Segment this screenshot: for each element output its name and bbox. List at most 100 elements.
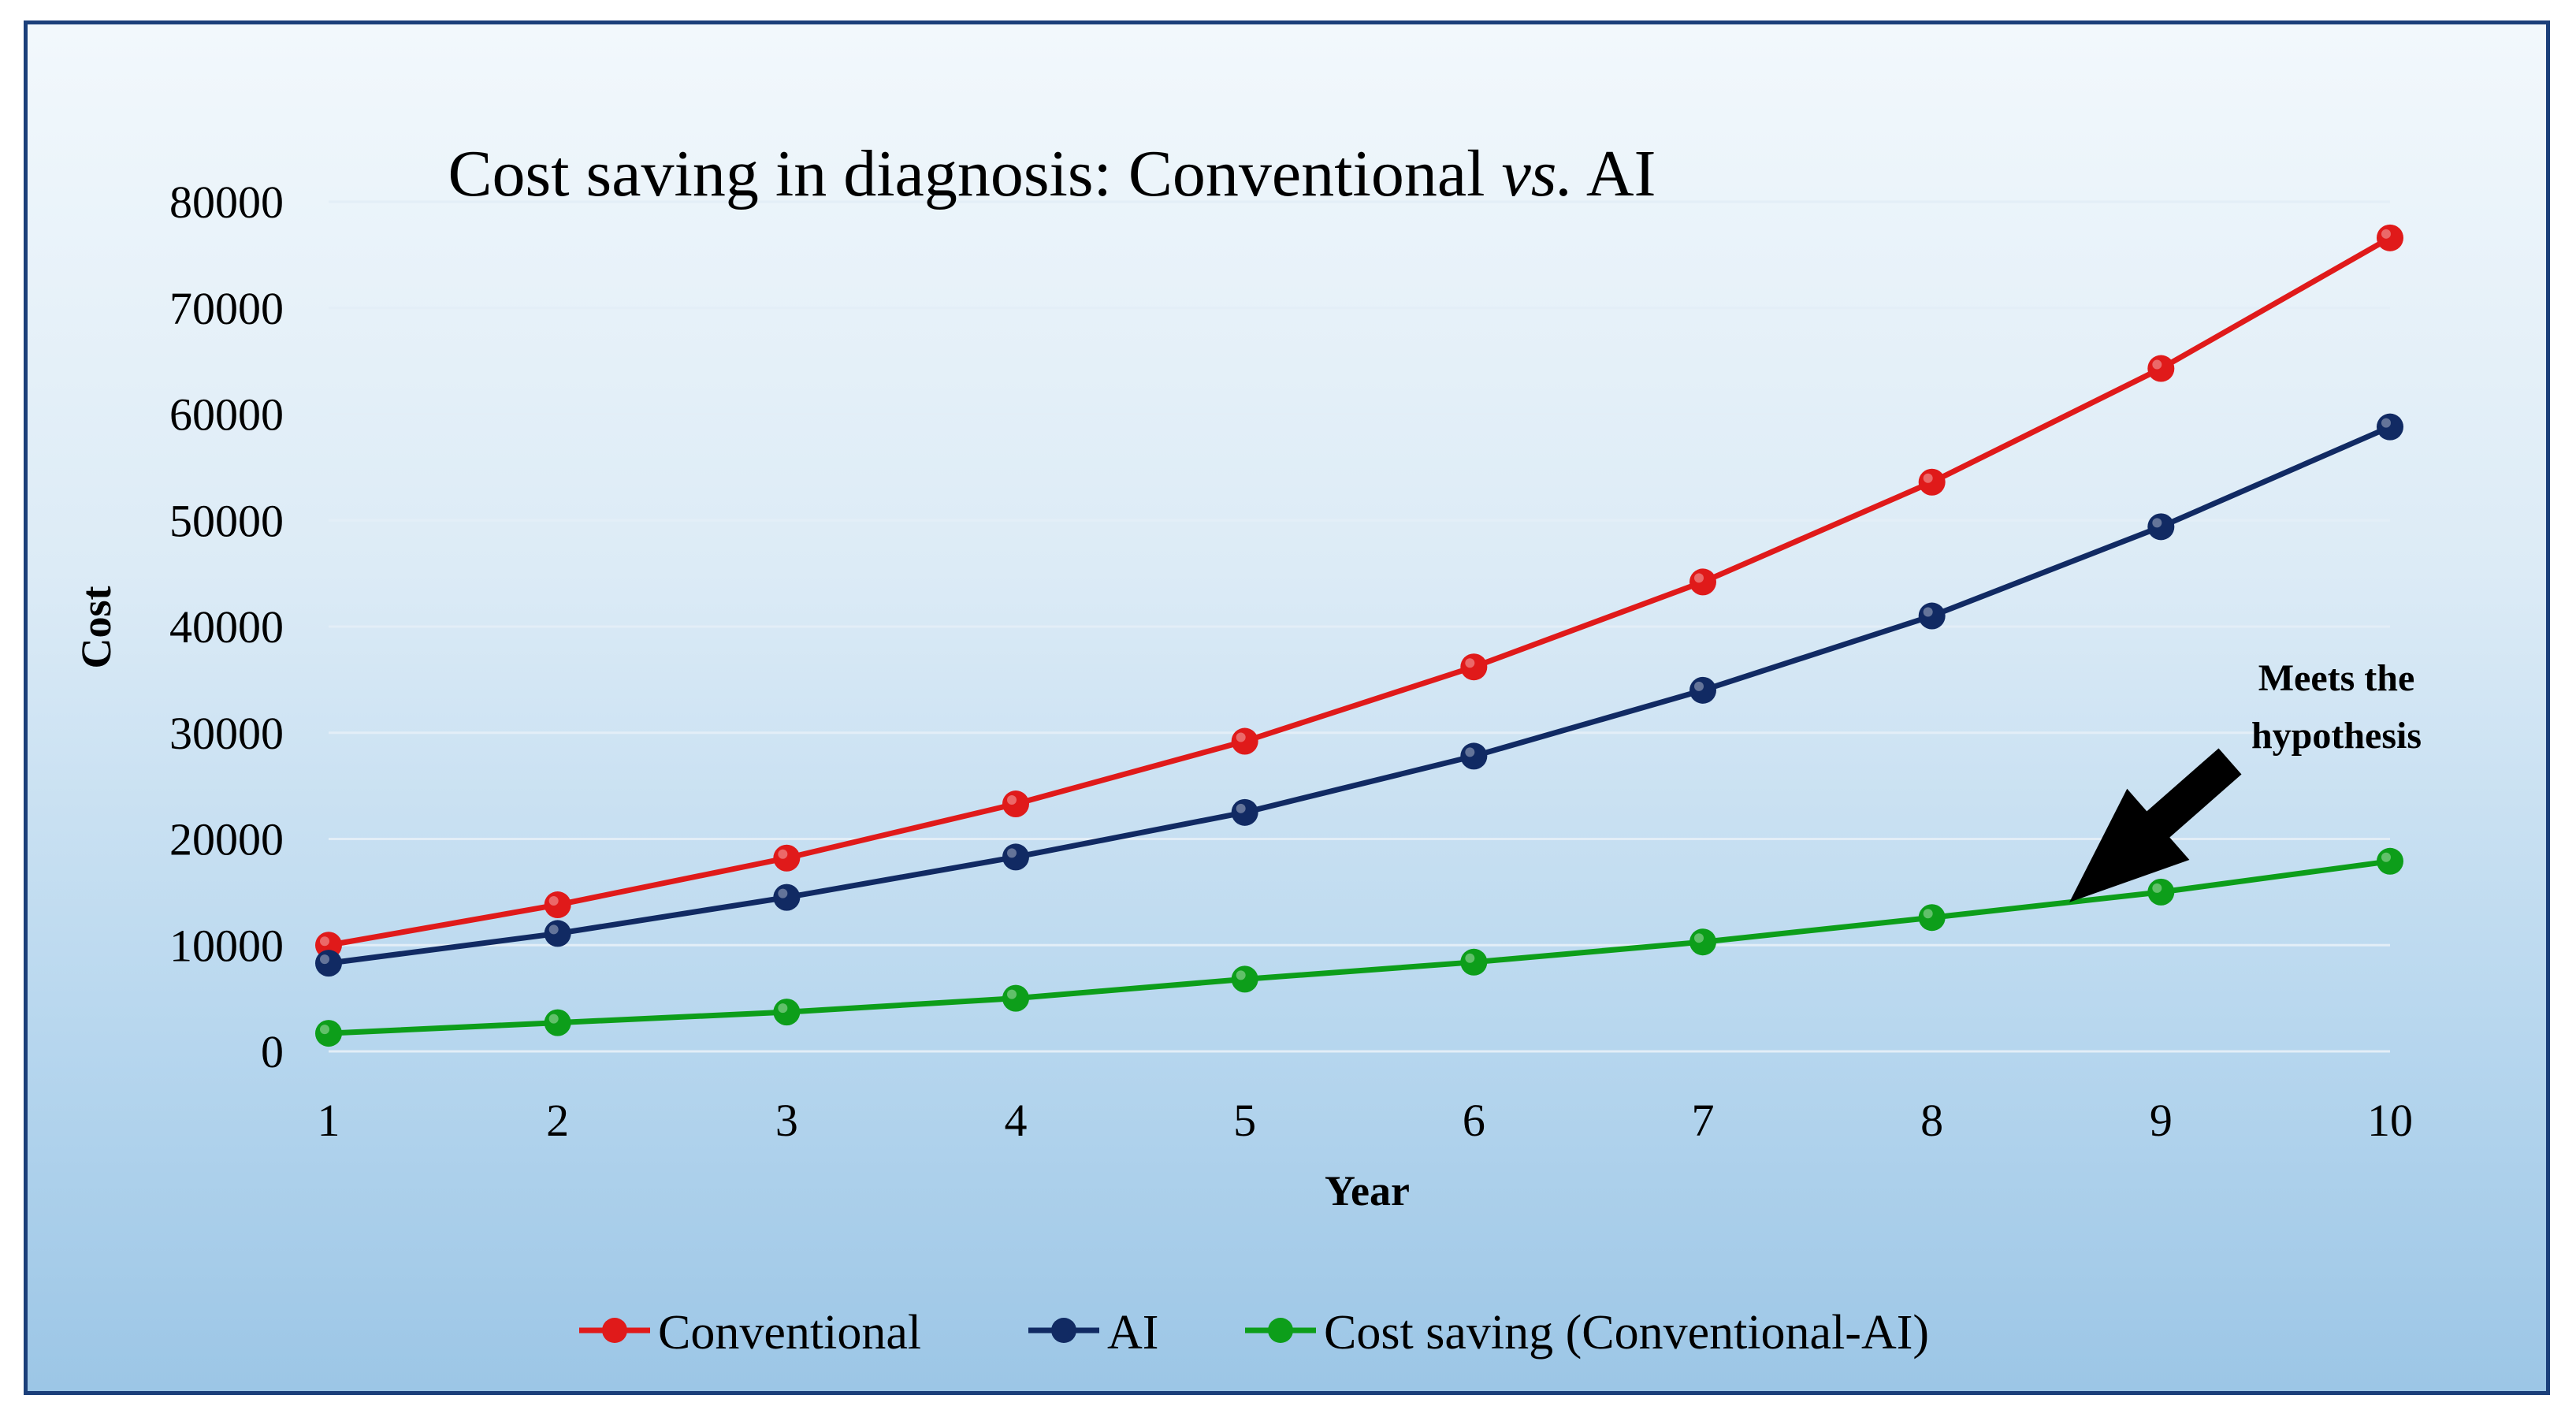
data-point-highlight	[320, 954, 329, 965]
data-point-highlight	[2152, 883, 2162, 893]
data-point	[1689, 676, 1716, 704]
data-point-highlight	[2152, 359, 2162, 370]
x-tick-label: 8	[1920, 1095, 1943, 1146]
title-part-2: AI	[1573, 137, 1656, 210]
data-point	[1002, 984, 1029, 1012]
data-point	[1002, 790, 1029, 818]
data-point	[2377, 847, 2403, 875]
data-point	[773, 883, 801, 911]
y-tick-label: 70000	[169, 283, 284, 334]
annotation-arrow-icon	[2069, 748, 2242, 902]
y-tick-label: 30000	[169, 708, 284, 759]
x-tick-label: 3	[775, 1095, 798, 1146]
x-tick-label: 5	[1233, 1095, 1256, 1146]
legend-item-ai[interactable]: AI	[1028, 1306, 1158, 1360]
annotation-text: Meets the hypothesis	[2251, 657, 2422, 757]
data-point-highlight	[778, 1003, 788, 1014]
data-point-highlight	[1923, 909, 1933, 919]
series-layer	[315, 224, 2403, 1047]
x-axis-ticks: 1 2 3 4 5 6 7 8 9 10	[318, 1095, 2414, 1146]
y-tick-label: 20000	[169, 814, 284, 865]
data-point	[773, 999, 801, 1026]
data-point	[315, 1020, 342, 1047]
y-tick-label: 0	[261, 1026, 284, 1077]
y-tick-label: 80000	[169, 177, 284, 228]
data-point-highlight	[1236, 970, 1246, 980]
y-axis-ticks: 0 10000 20000 30000 40000 50000 60000 70000 8000…	[169, 177, 284, 1077]
data-point-highlight	[2381, 229, 2391, 239]
x-tick-label: 7	[1692, 1095, 1715, 1146]
series-line	[328, 235, 2392, 948]
series-line	[328, 424, 2392, 966]
data-point	[544, 891, 571, 919]
legend-label-cost-saving: Cost saving (Conventional-AI)	[1324, 1306, 1929, 1360]
data-point-highlight	[1465, 658, 1475, 668]
x-tick-label: 10	[2367, 1095, 2413, 1146]
data-point	[2147, 878, 2175, 906]
x-tick-label: 6	[1463, 1095, 1485, 1146]
data-point	[2147, 355, 2175, 382]
data-point-highlight	[320, 1025, 329, 1035]
x-tick-label: 4	[1005, 1095, 1028, 1146]
data-point-highlight	[1465, 953, 1475, 963]
data-point-highlight	[548, 896, 559, 906]
data-point	[1460, 742, 1488, 770]
data-point	[544, 920, 571, 947]
y-tick-label: 10000	[169, 920, 284, 971]
data-point-highlight	[778, 849, 788, 859]
series-0	[315, 224, 2403, 959]
data-point	[1002, 843, 1029, 871]
data-point	[1460, 653, 1488, 681]
data-point	[1231, 798, 1258, 826]
data-point	[773, 844, 801, 872]
data-point-highlight	[2381, 418, 2391, 428]
annotation-line-2: hypothesis	[2251, 715, 2422, 757]
gridlines	[329, 200, 2390, 1053]
data-point-highlight	[1694, 681, 1704, 691]
data-point	[1231, 965, 1258, 993]
x-tick-label: 1	[318, 1095, 340, 1146]
data-point	[1918, 602, 1946, 630]
data-point-highlight	[548, 1014, 559, 1024]
chart: Cost saving in diagnosis: Conventional v…	[72, 137, 2422, 1360]
legend-item-cost-saving[interactable]: Cost saving (Conventional-AI)	[1245, 1306, 1929, 1360]
chart-frame: Cost saving in diagnosis: Conventional v…	[24, 20, 2550, 1395]
data-point	[315, 950, 342, 977]
y-axis-label: Cost	[72, 586, 120, 668]
title-part-italic: vs.	[1502, 137, 1574, 210]
data-point	[2377, 224, 2403, 251]
title-part-1: Cost saving in diagnosis: Conventional	[448, 137, 1502, 210]
chart-title: Cost saving in diagnosis: Conventional v…	[448, 137, 1656, 210]
data-point-highlight	[320, 936, 329, 947]
annotation-line-1: Meets the	[2258, 657, 2415, 699]
series-line	[328, 858, 2391, 1036]
data-point-highlight	[1007, 989, 1017, 999]
x-tick-label: 9	[2150, 1095, 2173, 1146]
data-point-highlight	[1465, 747, 1475, 757]
legend-item-conventional[interactable]: Conventional	[579, 1306, 921, 1360]
data-point-highlight	[548, 924, 559, 935]
data-point-highlight	[2381, 852, 2391, 862]
series-1	[315, 413, 2403, 977]
data-point-highlight	[1007, 848, 1017, 858]
legend: Conventional AI Cost saving (Conventiona…	[579, 1306, 1929, 1360]
series-2	[315, 847, 2403, 1047]
data-point-highlight	[2152, 518, 2162, 528]
data-point	[1689, 928, 1716, 956]
data-point	[2147, 513, 2175, 541]
data-point-highlight	[1007, 795, 1017, 805]
data-point-highlight	[1923, 607, 1933, 617]
x-tick-label: 2	[546, 1095, 569, 1146]
data-point-highlight	[1236, 803, 1246, 813]
data-point	[544, 1009, 571, 1036]
data-point-highlight	[1694, 573, 1704, 583]
annotation-arrow	[2069, 748, 2242, 902]
legend-label-conventional: Conventional	[658, 1306, 921, 1360]
data-point	[1918, 468, 1946, 496]
data-point	[1460, 948, 1488, 976]
data-point	[2377, 413, 2403, 441]
y-tick-label: 50000	[169, 495, 284, 546]
legend-label-ai: AI	[1107, 1306, 1158, 1360]
y-tick-label: 40000	[169, 601, 284, 653]
data-point	[1231, 727, 1258, 755]
